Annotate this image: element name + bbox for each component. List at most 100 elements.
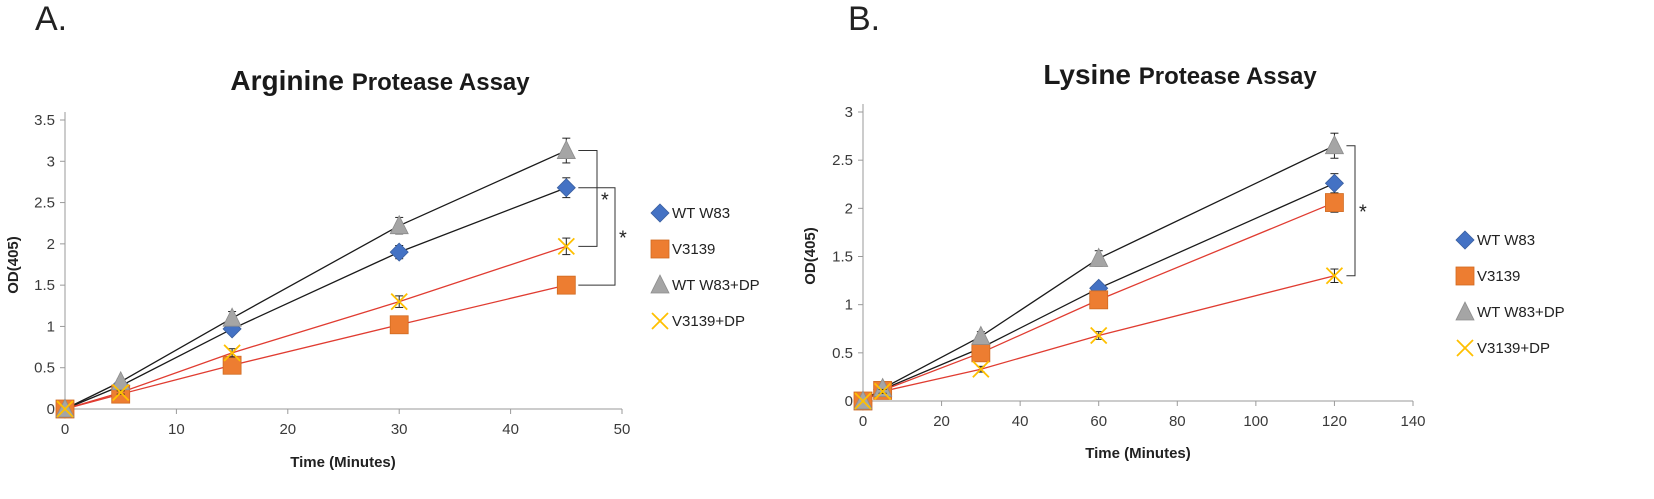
legend-marker-wt-w83-dp	[1455, 301, 1475, 321]
chart-title: Arginine Protease Assay	[230, 65, 530, 96]
significance-bracket: *	[578, 150, 609, 247]
trendline-wt-w83	[64, 187, 567, 410]
chart-panel-b: B. Lysine Protease Assay 0 0.5 1 1.5 2 2.5 3 0 20 4…	[802, 0, 1565, 462]
x-tick-label: 40	[502, 421, 519, 438]
legend-label: WT W83	[672, 205, 730, 222]
significance-star: *	[601, 189, 609, 211]
bracket-line	[578, 187, 616, 286]
data-point-v3139	[971, 343, 991, 363]
x-tick-label: 30	[391, 421, 408, 438]
legend-label: V3139+DP	[672, 313, 745, 330]
series-v3139-dp	[854, 267, 1344, 410]
legend-label: V3139+DP	[1477, 340, 1550, 357]
data-point-v3139-dp	[112, 383, 130, 402]
significance-bracket: *	[578, 187, 627, 286]
trendline-wt-w83-dp	[64, 149, 567, 410]
chart-title-rest: Protease Assay	[352, 69, 531, 96]
legend-marker-wt-w83	[650, 203, 670, 223]
y-tick-label: 3.5	[34, 112, 55, 129]
legend-item-v3139-dp: V3139+DP	[651, 312, 745, 330]
y-tick-label: 1	[845, 297, 853, 314]
legend-item-v3139: V3139	[650, 239, 715, 259]
series-v3139-dp	[56, 237, 575, 418]
series-wt-w83-dp	[853, 132, 1345, 410]
legend-item-wt-w83: WT W83	[1455, 230, 1535, 250]
legend-marker-v3139-dp	[651, 312, 669, 330]
data-point-v3139-dp	[56, 400, 74, 418]
x-tick-label: 100	[1243, 413, 1268, 430]
legend-label: V3139	[672, 241, 715, 258]
legend-item-v3139: V3139	[1455, 266, 1520, 286]
data-point-v3139-dp	[854, 392, 872, 410]
x-tick-label: 140	[1400, 413, 1425, 430]
y-axis-title: OD(405)	[802, 227, 819, 285]
data-point-v3139-dp	[223, 344, 241, 362]
data-point-wt-w83-dp	[556, 139, 576, 159]
legend-item-wt-w83-dp: WT W83+DP	[650, 274, 760, 294]
x-tick-label: 40	[1012, 413, 1029, 430]
panel-label: B.	[848, 0, 880, 38]
chart-title: Lysine Protease Assay	[1043, 59, 1317, 90]
legend-marker-v3139	[650, 239, 670, 259]
data-point-wt-w83	[389, 242, 409, 262]
y-tick-label: 0	[47, 401, 55, 418]
trendline-v3139-dp	[64, 245, 567, 410]
legend-item-wt-w83-dp: WT W83+DP	[1455, 301, 1565, 321]
x-tick-label: 20	[933, 413, 950, 430]
y-tick-label: 2	[845, 200, 853, 217]
legend-marker-v3139	[1455, 266, 1475, 286]
chart-title-bold: Arginine	[230, 65, 351, 96]
data-point-v3139	[556, 275, 576, 295]
bracket-line	[578, 150, 598, 247]
y-tick-label: 3	[845, 104, 853, 121]
x-axis-title: Time (Minutes)	[290, 454, 396, 471]
data-point-wt-w83-dp	[111, 370, 131, 391]
chart-title-rest: Protease Assay	[1139, 63, 1318, 90]
x-tick-label: 120	[1322, 413, 1347, 430]
trendline-v3139	[64, 284, 567, 410]
data-point-v3139	[1089, 290, 1109, 310]
x-tick-label: 20	[279, 421, 296, 438]
x-tick-label: 50	[614, 421, 631, 438]
x-tick-label: 0	[859, 413, 867, 430]
data-point-wt-w83	[1324, 173, 1344, 193]
legend-item-v3139-dp: V3139+DP	[1456, 339, 1550, 357]
data-point-v3139-dp	[390, 293, 408, 311]
data-point-wt-w83-dp	[1324, 134, 1345, 155]
legend-label: WT W83+DP	[1477, 304, 1565, 321]
data-point-v3139-dp	[557, 237, 575, 255]
data-point-v3139	[389, 315, 409, 335]
y-tick-label: 1.5	[832, 249, 853, 266]
y-tick-label: 2.5	[34, 195, 55, 212]
legend-item-wt-w83: WT W83	[650, 203, 730, 223]
data-point-wt-w83-dp	[222, 307, 242, 327]
legend-label: WT W83+DP	[672, 277, 760, 294]
trendline-wt-w83-dp	[862, 145, 1335, 402]
legend-marker-v3139-dp	[1456, 339, 1474, 357]
legend-label: WT W83	[1477, 232, 1535, 249]
data-point-v3139-dp	[1090, 326, 1108, 345]
legend: WT W83 V3139 WT W83+DP V3139+DP	[1455, 230, 1565, 357]
x-tick-label: 0	[61, 421, 69, 438]
panel-label: A.	[35, 0, 67, 38]
y-tick-label: 2.5	[832, 152, 853, 169]
legend-marker-wt-w83	[1455, 230, 1475, 250]
data-point-wt-w83-dp	[1089, 247, 1109, 267]
significance-star: *	[619, 227, 627, 249]
data-point-v3139	[1325, 193, 1344, 212]
data-point-wt-w83	[556, 178, 576, 198]
data-point-wt-w83-dp	[389, 214, 409, 235]
bracket-line	[1346, 145, 1356, 277]
series-wt-w83-dp	[55, 137, 576, 418]
significance-bracket: *	[1346, 145, 1367, 277]
legend-marker-wt-w83-dp	[650, 274, 670, 294]
y-tick-label: 1.5	[34, 277, 55, 294]
y-tick-label: 0.5	[832, 345, 853, 362]
series-v3139	[55, 275, 576, 419]
x-axis-title: Time (Minutes)	[1085, 445, 1191, 462]
x-tick-label: 80	[1169, 413, 1186, 430]
data-point-v3139-dp	[874, 382, 892, 401]
data-point-wt-w83-dp	[971, 325, 991, 345]
x-tick-label: 10	[168, 421, 185, 438]
